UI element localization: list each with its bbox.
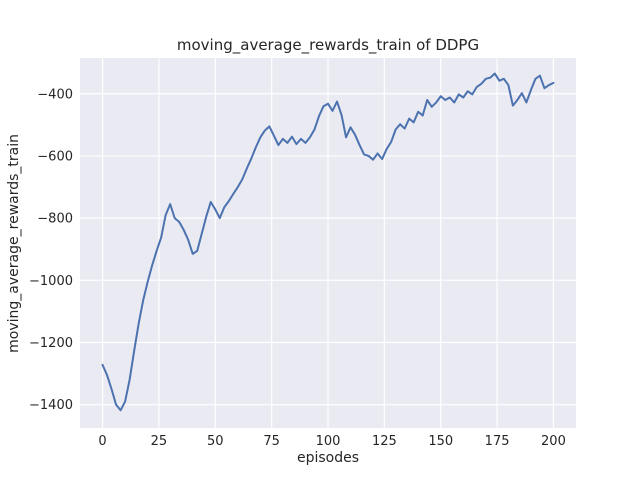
x-tick-label: 100: [316, 434, 341, 449]
x-tick-label: 200: [541, 434, 566, 449]
y-tick-label: −800: [37, 212, 73, 227]
chart-title: moving_average_rewards_train of DDPG: [176, 36, 480, 54]
y-tick-label: −1400: [29, 398, 73, 413]
y-axis-label: moving_average_rewards_train: [6, 133, 22, 353]
x-tick-label: 0: [98, 434, 106, 449]
y-axis-label-wrap: moving_average_rewards_train: [6, 58, 22, 428]
x-tick-label: 150: [428, 434, 453, 449]
x-tick-label: 175: [485, 434, 510, 449]
x-tick-label: 125: [372, 434, 397, 449]
y-tick-label: −1000: [29, 274, 73, 289]
x-axis-label: episodes: [296, 450, 360, 466]
y-tick-label: −400: [37, 87, 73, 102]
x-tick-label: 50: [207, 434, 224, 449]
y-tick-label: −1200: [29, 336, 73, 351]
y-tick-label: −600: [37, 149, 73, 164]
x-tick-label: 75: [263, 434, 280, 449]
line-series: [101, 72, 555, 412]
x-tick-label: 25: [151, 434, 168, 449]
